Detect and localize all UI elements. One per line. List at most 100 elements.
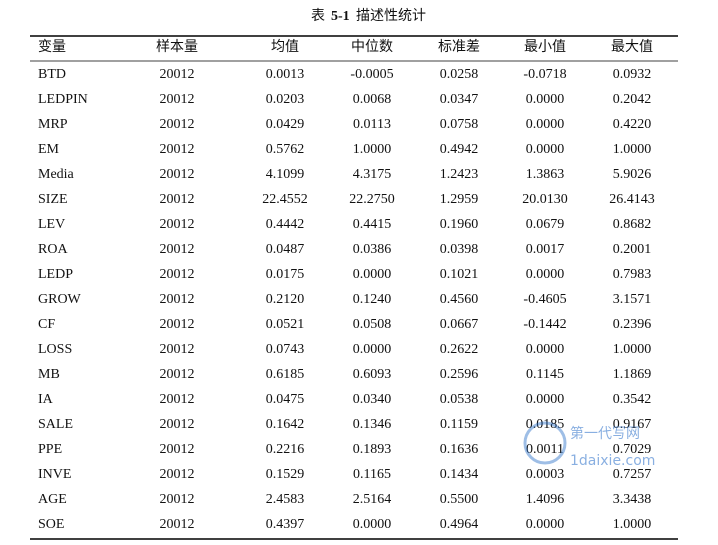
cell: 1.0000: [613, 517, 652, 532]
cell: -0.0718: [523, 67, 566, 82]
cell: 0.0258: [440, 67, 479, 82]
cell: 0.0175: [266, 267, 305, 282]
cell: 0.3542: [613, 392, 652, 407]
watermark-site: 1daixie.com: [570, 453, 655, 469]
cell: 0.5500: [440, 492, 479, 507]
cell: 0.0000: [353, 342, 392, 357]
cell: 1.0000: [613, 342, 652, 357]
cell: 0.2042: [613, 92, 652, 107]
cell: 0.0475: [266, 392, 305, 407]
cell: 0.2001: [613, 242, 652, 257]
cell: 0.0932: [613, 67, 652, 82]
cell: 0.0508: [353, 317, 392, 332]
cell: 0.4220: [613, 117, 652, 132]
cell: 0.0000: [526, 92, 565, 107]
cell: 0.0429: [266, 117, 305, 132]
cell: 2.5164: [353, 492, 392, 507]
cell: 0.0017: [526, 242, 565, 257]
cell: 0.0398: [440, 242, 479, 257]
cell: LEDP: [38, 267, 73, 282]
cell: 1.2959: [440, 192, 479, 207]
cell: 0.0000: [353, 517, 392, 532]
cell: 3.1571: [613, 292, 652, 307]
cell: 1.0000: [353, 142, 392, 157]
cell: 0.1636: [440, 442, 479, 457]
cell: 20012: [160, 517, 195, 532]
cell: 4.1099: [266, 167, 305, 182]
cell: 20012: [160, 417, 195, 432]
cell: 0.1529: [266, 467, 305, 482]
caption-number: 5-1: [331, 9, 350, 24]
cell: 0.0000: [526, 342, 565, 357]
cell: -0.0005: [350, 67, 393, 82]
watermark: 第一代写网 1daixie.com: [523, 421, 655, 469]
cell: 0.4560: [440, 292, 479, 307]
header-cell: 变量: [38, 39, 66, 55]
cell: 0.9167: [613, 417, 652, 432]
cell: 20012: [160, 192, 195, 207]
cell: 0.0667: [440, 317, 479, 332]
cell: MB: [38, 367, 60, 382]
cell: 0.7029: [613, 442, 652, 457]
cell: 0.8682: [613, 217, 652, 232]
cell: 0.6185: [266, 367, 305, 382]
cell: 1.0000: [613, 142, 652, 157]
cell: 20012: [160, 367, 195, 382]
cell: 0.1145: [526, 367, 564, 382]
header-cell: 最小值: [524, 39, 566, 55]
cell: 0.0521: [266, 317, 305, 332]
cell: 0.0068: [353, 92, 392, 107]
cell: 0.1240: [353, 292, 392, 307]
cell: SIZE: [38, 192, 68, 207]
cell: 1.1869: [613, 367, 652, 382]
cell: 20012: [160, 442, 195, 457]
cell: 0.0538: [440, 392, 479, 407]
cell: 20012: [160, 142, 195, 157]
cell: 20012: [160, 292, 195, 307]
cell: ROA: [38, 242, 68, 257]
header-cell: 中位数: [351, 39, 393, 55]
cell: 0.5762: [266, 142, 305, 157]
cell: 1.2423: [440, 167, 479, 182]
cell: 0.1021: [440, 267, 479, 282]
cell: 0.0347: [440, 92, 479, 107]
cell: 0.0000: [526, 267, 565, 282]
cell: 0.4397: [266, 517, 305, 532]
cell: 2.4583: [266, 492, 305, 507]
cell: 4.3175: [353, 167, 392, 182]
cell: 5.9026: [613, 167, 652, 182]
cell: 0.0185: [526, 417, 565, 432]
cell: 22.2750: [349, 192, 395, 207]
cell: LOSS: [38, 342, 72, 357]
cell: 0.1434: [440, 467, 479, 482]
cell: 20012: [160, 117, 195, 132]
cell: SOE: [38, 517, 64, 532]
cell: LEV: [38, 217, 65, 232]
cell: 0.4964: [440, 517, 479, 532]
cell: 0.4942: [440, 142, 479, 157]
cell: 0.2396: [613, 317, 652, 332]
cell: 20012: [160, 467, 195, 482]
header-cell: 样本量: [156, 39, 198, 55]
cell: 0.0743: [266, 342, 305, 357]
cell: 0.1893: [353, 442, 392, 457]
cell: 1.3863: [526, 167, 565, 182]
cell: 20012: [160, 217, 195, 232]
cell: 0.6093: [353, 367, 392, 382]
cell: 0.2596: [440, 367, 479, 382]
cell: -0.1442: [523, 317, 566, 332]
cell: 20.0130: [522, 192, 568, 207]
cell: 0.0000: [526, 517, 565, 532]
cell: 0.0113: [353, 117, 391, 132]
cell: 0.0487: [266, 242, 305, 257]
cell: 3.3438: [613, 492, 652, 507]
cell: SALE: [38, 417, 73, 432]
cell: IA: [38, 392, 54, 407]
cell: 0.1642: [266, 417, 305, 432]
cell: LEDPIN: [38, 92, 88, 107]
caption-text: 描述性统计: [356, 8, 426, 24]
cell: 20012: [160, 492, 195, 507]
cell: 1.4096: [526, 492, 565, 507]
cell: AGE: [38, 492, 67, 507]
cell: GROW: [38, 292, 82, 307]
